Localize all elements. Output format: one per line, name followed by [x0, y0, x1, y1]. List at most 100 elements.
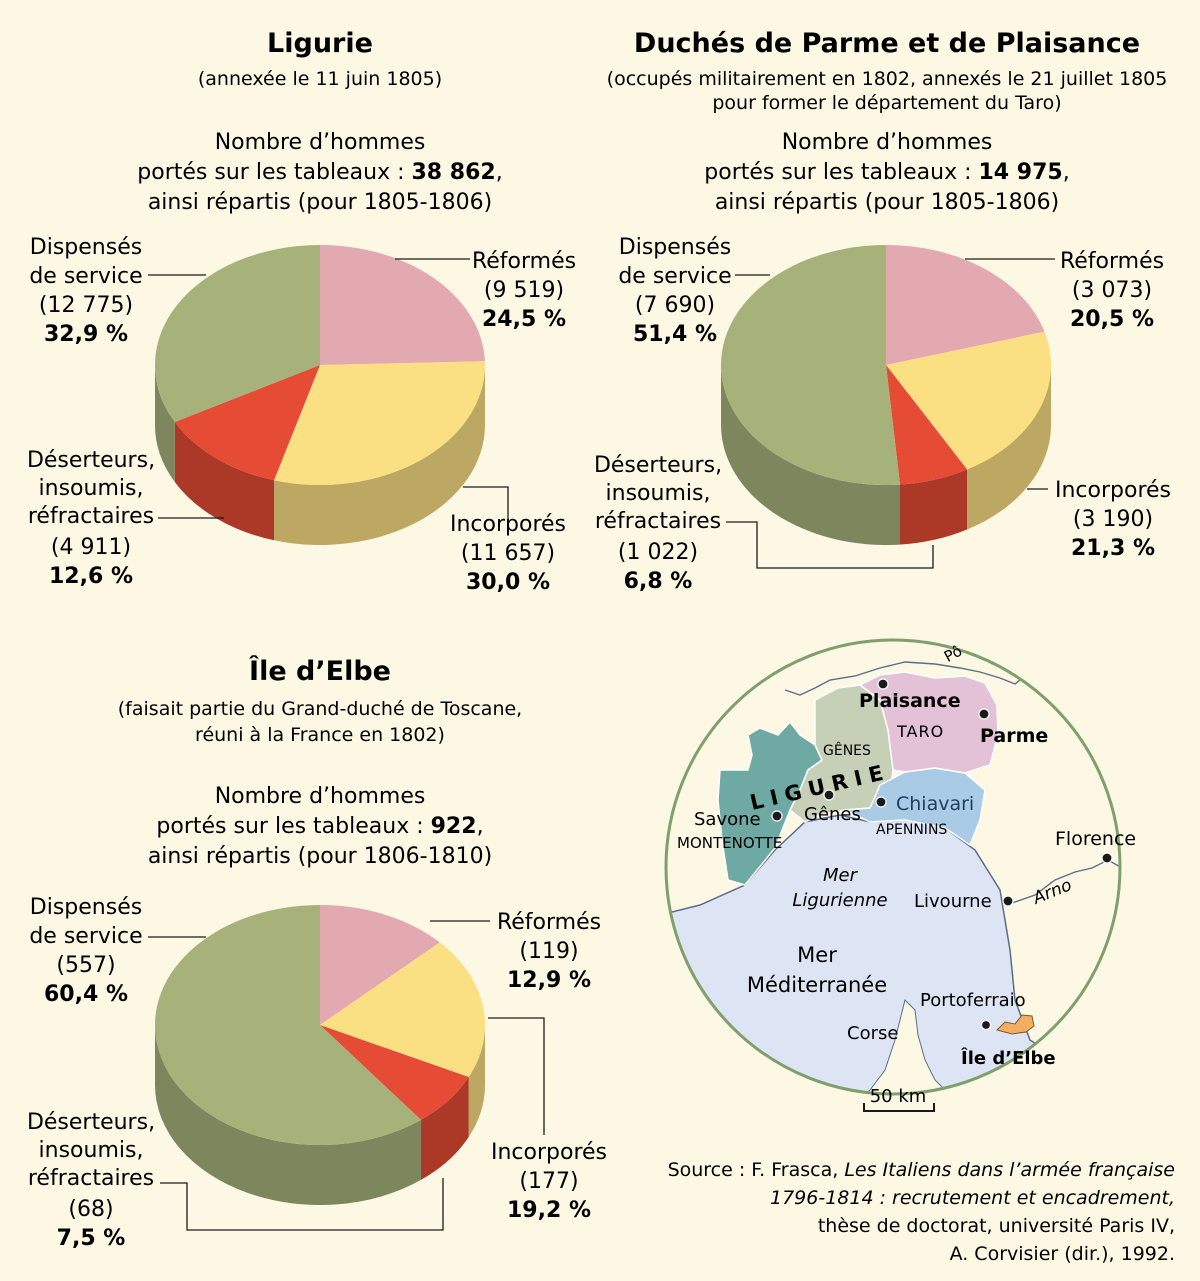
label-ile-d-elbe: Île d’Elbe	[961, 1047, 1056, 1069]
total-value: 38 862	[412, 160, 496, 185]
label-chiavari: Chiavari	[896, 793, 974, 815]
label-reformes: Réformés (119) 12,9 %	[497, 910, 601, 993]
intro-text: portés sur les tableaux :	[156, 814, 423, 839]
dot-genes	[823, 789, 835, 801]
dot-florence	[1101, 852, 1113, 864]
scale-label: 50 km	[870, 1086, 927, 1107]
scale-bar	[863, 1103, 935, 1112]
intro-line-3: ainsi répartis (pour 1805-1806)	[148, 190, 492, 215]
intro-comma: ,	[477, 814, 484, 839]
label-mer-ligurienne: Mer Ligurienne	[792, 865, 887, 911]
source-line-1: Source : F. Frasca, Les Italiens dans l’…	[668, 1159, 1175, 1181]
pie-side-dispenses-de-service	[720, 365, 901, 545]
pie-slice-dispenses-de-service	[720, 245, 901, 485]
intro-line-3: ainsi répartis (pour 1806-1810)	[148, 844, 492, 869]
label-florence: Florence	[1055, 828, 1136, 850]
source-note: Source : F. Frasca, Les Italiens dans l’…	[668, 1159, 1175, 1265]
leader-lines	[726, 258, 1055, 569]
intro-line-1: Nombre d’hommes	[782, 130, 993, 155]
slice-labels: Dispensés de service (7 690) 51,4 % Réformé…	[594, 235, 1171, 594]
label-montenotte: MONTENOTTE	[677, 834, 782, 852]
label-apennins: APENNINS	[876, 822, 947, 838]
intro-line-1: Nombre d’hommes	[215, 784, 426, 809]
label-incorpores: Incorporés (3 190) 21,3 %	[1055, 478, 1171, 561]
dot-savone	[771, 810, 783, 822]
intro-line-2: portés sur les tableaux : 38 862,	[137, 160, 502, 185]
intro-line-3: ainsi répartis (pour 1805-1806)	[715, 190, 1059, 215]
pie-slice-dispenses-de-service	[155, 905, 421, 1145]
leader-lines	[148, 258, 509, 520]
pie-slice-incorpores	[320, 942, 485, 1078]
corse-island	[829, 999, 961, 1094]
pie-slice-dispenses-de-service	[154, 245, 320, 422]
label-reformes: Réformés (9 519) 24,5 %	[472, 249, 576, 332]
leader-lines	[148, 920, 545, 1231]
label-incorpores: Incorporés (11 657) 30,0 %	[450, 512, 566, 595]
pie-slice-incorpores	[886, 331, 1051, 470]
pie-chart-ligurie: Ligurie (annexée le 11 juin 1805) Nombre…	[27, 28, 576, 595]
region-taro	[858, 671, 999, 774]
label-savone: Savone	[694, 809, 761, 830]
pie-slice-deserteurs-insoumis-refractaires	[886, 365, 968, 485]
slice-labels: Dispensés de service (12 775) 32,9 % Réform…	[27, 235, 576, 595]
pie-chart-parme-plaisance: Duchés de Parme et de Plaisance (occupés…	[594, 28, 1171, 594]
intro-text: portés sur les tableaux :	[704, 160, 971, 185]
label-portoferraio: Portoferraio	[920, 990, 1026, 1011]
label-dispenses: Dispensés de service (7 690) 51,4 %	[618, 235, 731, 347]
dot-parme	[978, 708, 990, 720]
river-arno	[1011, 859, 1120, 904]
label-livourne: Livourne	[914, 891, 992, 912]
pie-side-dispenses-de-service	[155, 1025, 421, 1205]
label-corse: Corse	[847, 1023, 898, 1044]
label-genes: Gênes	[804, 804, 861, 825]
label-dispenses: Dispensés de service (557) 60,4 %	[29, 895, 142, 1007]
pie-slice-deserteurs-insoumis-refractaires	[174, 365, 320, 481]
city-dots	[771, 678, 1113, 1031]
label-dispenses: Dispensés de service (12 775) 32,9 %	[29, 235, 142, 347]
pie-side-incorpores	[967, 365, 1051, 530]
label-parme: Parme	[980, 725, 1048, 747]
pie-side-incorpores	[274, 365, 485, 545]
pie-chart-ile-d-elbe: Île d’Elbe (faisait partie du Grand-duch…	[27, 655, 607, 1251]
pie-slice-reformes	[886, 245, 1045, 365]
total-value: 14 975	[979, 160, 1063, 185]
source-line-2: 1796-1814 : recrutement et encadrement,	[770, 1187, 1175, 1209]
map-border	[664, 638, 1122, 1096]
label-genes-dept: GÊNES	[823, 741, 871, 759]
label-reformes: Réformés (3 073) 20,5 %	[1060, 249, 1164, 332]
pie-slice-reformes	[320, 905, 440, 1025]
intro-line-2: portés sur les tableaux : 922,	[156, 814, 483, 839]
label-incorpores: Incorporés (177) 19,2 %	[491, 1140, 607, 1223]
intro-line-1: Nombre d’hommes	[215, 130, 426, 155]
pie-side-incorpores	[468, 1025, 485, 1138]
label-deserteurs: Déserteurs, insoumis, réfractaires (1 022) 6…	[594, 453, 722, 594]
dot-plaisance	[877, 678, 889, 690]
intro-line-2: portés sur les tableaux : 14 975,	[704, 160, 1069, 185]
pie-side-deserteurs-insoumis-refractaires	[420, 1077, 469, 1180]
pie-side-deserteurs-insoumis-refractaires	[900, 469, 968, 545]
dot-portoferraio	[980, 1019, 992, 1031]
dot-livourne	[1002, 895, 1014, 907]
total-value: 922	[431, 814, 477, 839]
chart-subtitle-1: (occupés militairement en 1802, annexés …	[607, 68, 1168, 90]
label-plaisance: Plaisance	[859, 690, 961, 712]
pie-slices	[720, 245, 1051, 545]
intro-text: portés sur les tableaux :	[137, 160, 404, 185]
pie-side-dispenses-de-service	[155, 365, 175, 482]
slice-labels: Dispensés de service (557) 60,4 % Réformés(…	[27, 895, 607, 1251]
chart-subtitle: (annexée le 11 juin 1805)	[198, 68, 442, 90]
locator-map: Pô Plaisance TARO Parme GÊNES LIGURIE Gê…	[664, 638, 1136, 1112]
label-deserteurs: Déserteurs, insoumis, réfractaires (4 911) 1…	[27, 448, 155, 589]
chart-subtitle-1: (faisait partie du Grand-duché de Toscan…	[118, 698, 522, 720]
intro-comma: ,	[1063, 160, 1070, 185]
chart-subtitle-2: réuni à la France en 1802)	[195, 724, 445, 746]
chart-title: Île d’Elbe	[249, 655, 391, 687]
label-deserteurs: Déserteurs, insoumis, réfractaires (68) 7,5 …	[27, 1110, 155, 1251]
elbe-island	[996, 1014, 1035, 1035]
dot-chiavari	[875, 796, 887, 808]
pie-slices	[154, 245, 486, 545]
source-line-3: thèse de doctorat, université Paris IV,	[818, 1215, 1175, 1237]
pie-side-deserteurs-insoumis-refractaires	[174, 421, 275, 541]
river-po	[784, 661, 1026, 696]
